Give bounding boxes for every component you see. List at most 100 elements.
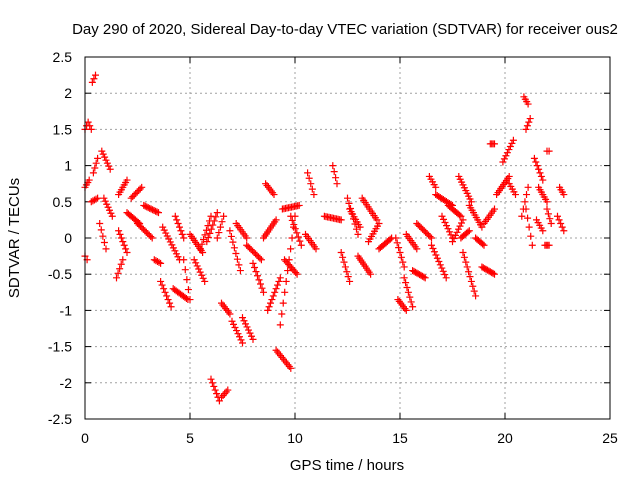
data-point	[450, 235, 458, 243]
data-point	[97, 226, 105, 234]
data-point	[402, 279, 410, 287]
data-point	[195, 265, 203, 273]
data-point	[441, 218, 449, 226]
data-point	[221, 390, 229, 398]
data-point	[399, 258, 407, 266]
data-point	[403, 283, 411, 291]
data-point	[555, 216, 563, 224]
data-point	[539, 176, 547, 184]
data-point	[307, 180, 315, 188]
data-point	[267, 299, 274, 307]
data-point	[230, 244, 238, 252]
data-point	[99, 232, 107, 240]
y-tick-label: -1.5	[48, 339, 72, 355]
data-point	[168, 241, 176, 249]
data-point	[491, 205, 498, 213]
data-point	[295, 201, 303, 209]
data-point	[103, 159, 111, 167]
data-point	[465, 227, 473, 235]
data-point	[375, 220, 383, 228]
data-point	[406, 293, 414, 301]
data-point	[503, 149, 511, 157]
data-point	[426, 233, 434, 241]
data-point	[157, 277, 165, 285]
data-point	[150, 206, 158, 214]
data-point	[174, 253, 182, 261]
data-point	[546, 215, 554, 223]
data-point	[432, 251, 440, 259]
data-point	[199, 248, 207, 256]
data-point	[428, 241, 435, 249]
y-tick-label: -2	[60, 375, 73, 391]
data-point	[91, 164, 99, 172]
data-point	[92, 195, 100, 203]
data-point	[421, 274, 429, 282]
data-point	[243, 323, 251, 331]
data-point	[271, 288, 279, 296]
data-point	[293, 270, 301, 278]
data-point	[88, 78, 96, 86]
data-point	[87, 125, 95, 133]
data-point	[284, 267, 292, 275]
data-point	[106, 206, 113, 214]
data-point	[339, 253, 347, 261]
data-point	[265, 303, 273, 311]
data-point	[525, 223, 533, 231]
data-point	[115, 227, 123, 235]
data-point	[211, 386, 219, 394]
data-point	[452, 231, 459, 239]
data-point	[491, 140, 498, 148]
data-point	[105, 162, 113, 170]
data-point	[505, 172, 513, 180]
data-point	[117, 234, 125, 242]
data-point	[240, 317, 248, 325]
data-point	[257, 280, 264, 288]
data-point	[293, 229, 301, 237]
data-point	[212, 213, 220, 221]
data-point	[90, 75, 98, 83]
data-point	[446, 228, 453, 236]
data-point	[554, 212, 561, 220]
data-point	[178, 230, 186, 238]
data-point	[522, 125, 530, 133]
data-point	[310, 191, 318, 199]
data-point	[438, 212, 446, 220]
data-point	[287, 212, 295, 220]
data-point	[396, 248, 404, 256]
x-axis-label: GPS time / hours	[290, 457, 404, 474]
data-point	[208, 379, 216, 387]
data-point	[84, 118, 92, 126]
data-point	[228, 317, 236, 325]
data-point	[464, 228, 472, 236]
data-point	[190, 256, 198, 264]
data-point	[367, 270, 375, 278]
data-point	[438, 264, 446, 272]
data-point	[502, 152, 510, 160]
data-point	[386, 235, 394, 243]
data-point	[440, 215, 447, 223]
data-point	[120, 241, 128, 249]
data-point	[94, 194, 102, 202]
data-point	[373, 216, 381, 224]
data-point	[160, 226, 168, 234]
data-point	[172, 250, 180, 258]
data-point	[108, 212, 116, 220]
data-point	[183, 276, 191, 284]
data-point	[116, 265, 124, 273]
data-point	[224, 386, 232, 394]
data-point	[472, 292, 480, 300]
data-point	[226, 227, 234, 235]
data-point	[470, 287, 478, 295]
data-point	[264, 306, 272, 314]
data-point	[227, 232, 235, 240]
data-point	[213, 390, 221, 398]
data-point	[528, 241, 536, 249]
data-point	[171, 247, 179, 255]
data-point	[506, 142, 514, 150]
data-point	[220, 212, 228, 220]
data-point	[171, 212, 179, 220]
data-point	[453, 228, 461, 236]
data-point	[539, 227, 547, 235]
data-point	[201, 277, 209, 285]
data-point	[213, 234, 221, 242]
